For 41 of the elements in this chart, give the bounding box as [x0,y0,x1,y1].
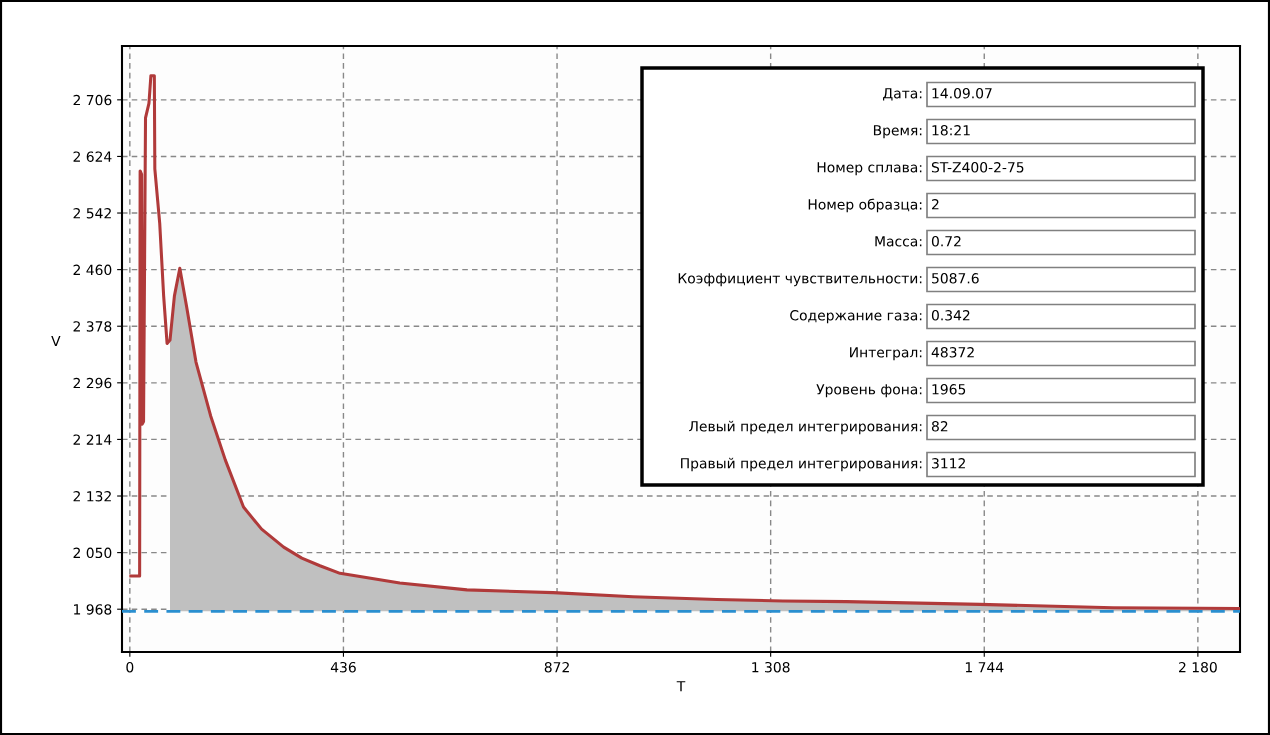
annotation: Масса: [875,236,922,247]
annotation: 1965 [932,384,966,395]
annotation: Левый предел интегрирования: [689,420,922,435]
y-axis-title: V [51,335,61,347]
annotation: 82 [931,421,948,432]
y-tick-label: 2 050 [73,547,112,559]
y-tick-label: 2 460 [73,264,112,276]
annotation: 14.09.07 [932,88,992,99]
x-tick-label: 0 [126,661,134,673]
x-axis-title: T [676,681,686,692]
y-tick-label: 2 296 [73,377,112,389]
x-tick-label: 872 [544,661,569,673]
annotation: 5087.6 [932,273,979,284]
annotation: Правый предел интегрирования: [681,457,922,472]
annotation: Дата: [883,88,922,101]
y-tick-label: 2 542 [73,208,111,219]
y-tick-label: 2 624 [73,151,112,162]
annotation: 18:21 [932,125,970,136]
annotation: 2 [932,199,939,210]
annotation: Коэффициент чувствительности: [678,273,922,287]
annotation: Номер образца: [808,198,922,213]
y-tick-label: 2 132 [73,490,111,502]
annotation: Номер сплава: [817,162,922,176]
x-tick-label: 2 180 [1179,661,1217,673]
annotation: 0.342 [931,310,970,321]
y-tick-label: 1 968 [74,604,112,615]
annotation: Уровень фона: [816,384,922,398]
x-tick-label: 1 744 [965,662,1004,673]
annotation: Время: [873,125,922,139]
y-tick-label: 2 706 [73,94,112,106]
x-tick-label: 1 308 [752,661,790,673]
annotation: ST-Z400-2-75 [931,162,1024,173]
annotation: 48372 [931,347,974,358]
annotation: Интеграл: [850,347,922,361]
annotation: Содержание газа: [790,310,922,324]
y-tick-label: 2 214 [73,434,112,445]
annotation: 0.72 [931,236,961,247]
annotation: 3112 [932,458,965,469]
line-series [129,74,1240,611]
y-tick-label: 2 378 [73,321,112,332]
x-tick-label: 436 [330,661,356,673]
